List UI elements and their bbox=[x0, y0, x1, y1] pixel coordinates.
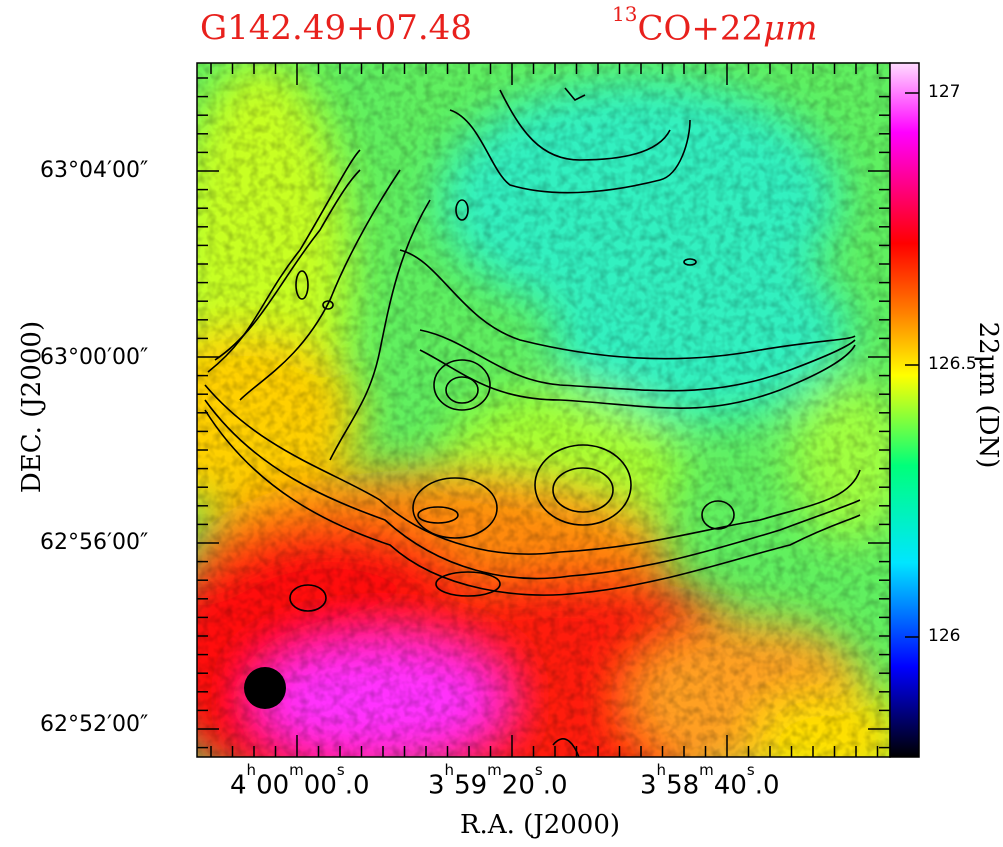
beam-circle bbox=[244, 667, 286, 709]
tracer-unit: μm bbox=[763, 8, 818, 49]
isotope-superscript: 13 bbox=[612, 2, 638, 26]
ra-tick-2: 3h58m40s.0 bbox=[640, 761, 780, 801]
dec-tick-2: 62°56′00″ bbox=[40, 530, 149, 555]
tracer-main: CO+22 bbox=[637, 8, 764, 49]
colorbar-label: 22μm (DN) bbox=[973, 321, 1003, 469]
colorbar bbox=[889, 62, 920, 758]
heatmap-image bbox=[197, 63, 890, 757]
dec-tick-1: 63°00′00″ bbox=[40, 345, 149, 370]
tracer-label: 13CO+22μm bbox=[612, 2, 818, 49]
dec-tick-0: 63°04′00″ bbox=[40, 158, 149, 183]
ra-tick-1: 3h59m20s.0 bbox=[428, 761, 568, 801]
ra-tick-0: 4h00m00s.0 bbox=[230, 761, 370, 801]
dec-tick-3: 62°52′00″ bbox=[40, 712, 149, 737]
x-axis-label: R.A. (J2000) bbox=[459, 810, 621, 840]
co-contours bbox=[204, 87, 861, 757]
source-name: G142.49+07.48 bbox=[200, 8, 472, 48]
colorbar-tick-126: 126 bbox=[928, 626, 961, 646]
y-axis-label: DEC. (J2000) bbox=[17, 320, 47, 494]
axis-ticks bbox=[197, 63, 890, 757]
colorbar-tick-127: 127 bbox=[928, 82, 961, 102]
colorbar-tick-126-5: 126.5 bbox=[928, 354, 977, 374]
